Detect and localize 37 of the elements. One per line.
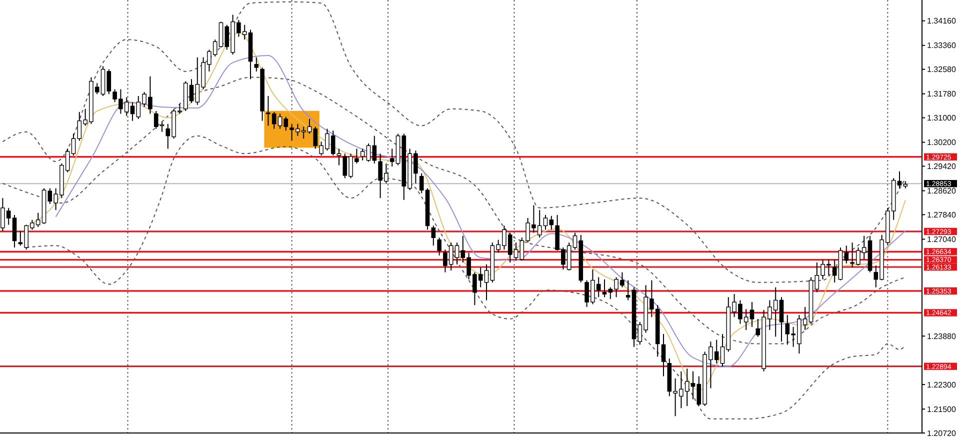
candlestick bbox=[419, 172, 424, 194]
y-tick-label: 1.22300 bbox=[927, 380, 956, 390]
candlestick bbox=[484, 264, 489, 301]
candlestick bbox=[661, 333, 666, 377]
candlestick bbox=[278, 113, 282, 130]
candlestick bbox=[390, 148, 394, 168]
candlestick bbox=[366, 143, 371, 162]
candlestick bbox=[779, 296, 784, 342]
candlestick bbox=[454, 242, 460, 265]
candlestick bbox=[336, 148, 342, 166]
line-series bbox=[55, 55, 906, 367]
candlestick bbox=[254, 56, 259, 72]
y-tick-label: 1.23880 bbox=[927, 332, 956, 341]
y-tick-label: 1.27840 bbox=[927, 210, 956, 220]
y-tick-label: 1.30200 bbox=[927, 138, 956, 148]
y-tick-label: 1.20720 bbox=[927, 428, 956, 438]
y-tick-label: 1.34160 bbox=[927, 16, 956, 26]
candlestick bbox=[372, 135, 377, 164]
y-tick-label: 1.29420 bbox=[927, 162, 956, 172]
candlestick bbox=[360, 148, 365, 161]
candlestick bbox=[437, 237, 442, 256]
y-tick-label: 1.27040 bbox=[927, 234, 956, 244]
y-tick-label: 1.33360 bbox=[927, 41, 956, 50]
line-series bbox=[26, 135, 906, 420]
line-series bbox=[2, 1, 906, 283]
y-tick-label: 1.28620 bbox=[927, 186, 956, 196]
candlestick bbox=[832, 258, 837, 283]
candlestick bbox=[431, 225, 436, 246]
y-tick-label: 1.31000 bbox=[927, 114, 956, 123]
y-tick-label: 1.32580 bbox=[927, 65, 956, 74]
candlestick bbox=[626, 280, 630, 301]
y-tick-label: 1.31780 bbox=[927, 90, 956, 99]
line-series bbox=[2, 76, 906, 344]
candlestick bbox=[284, 116, 288, 132]
y-tick-label: 1.21500 bbox=[927, 404, 956, 414]
candlestick bbox=[106, 68, 112, 95]
candlestick bbox=[750, 302, 754, 328]
